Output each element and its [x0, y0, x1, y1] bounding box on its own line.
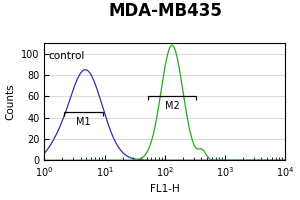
Text: MDA-MB435: MDA-MB435	[108, 2, 222, 20]
Text: M1: M1	[76, 117, 91, 127]
Text: M2: M2	[165, 101, 179, 111]
X-axis label: FL1-H: FL1-H	[150, 184, 180, 194]
Text: control: control	[49, 51, 85, 61]
Y-axis label: Counts: Counts	[6, 83, 16, 120]
